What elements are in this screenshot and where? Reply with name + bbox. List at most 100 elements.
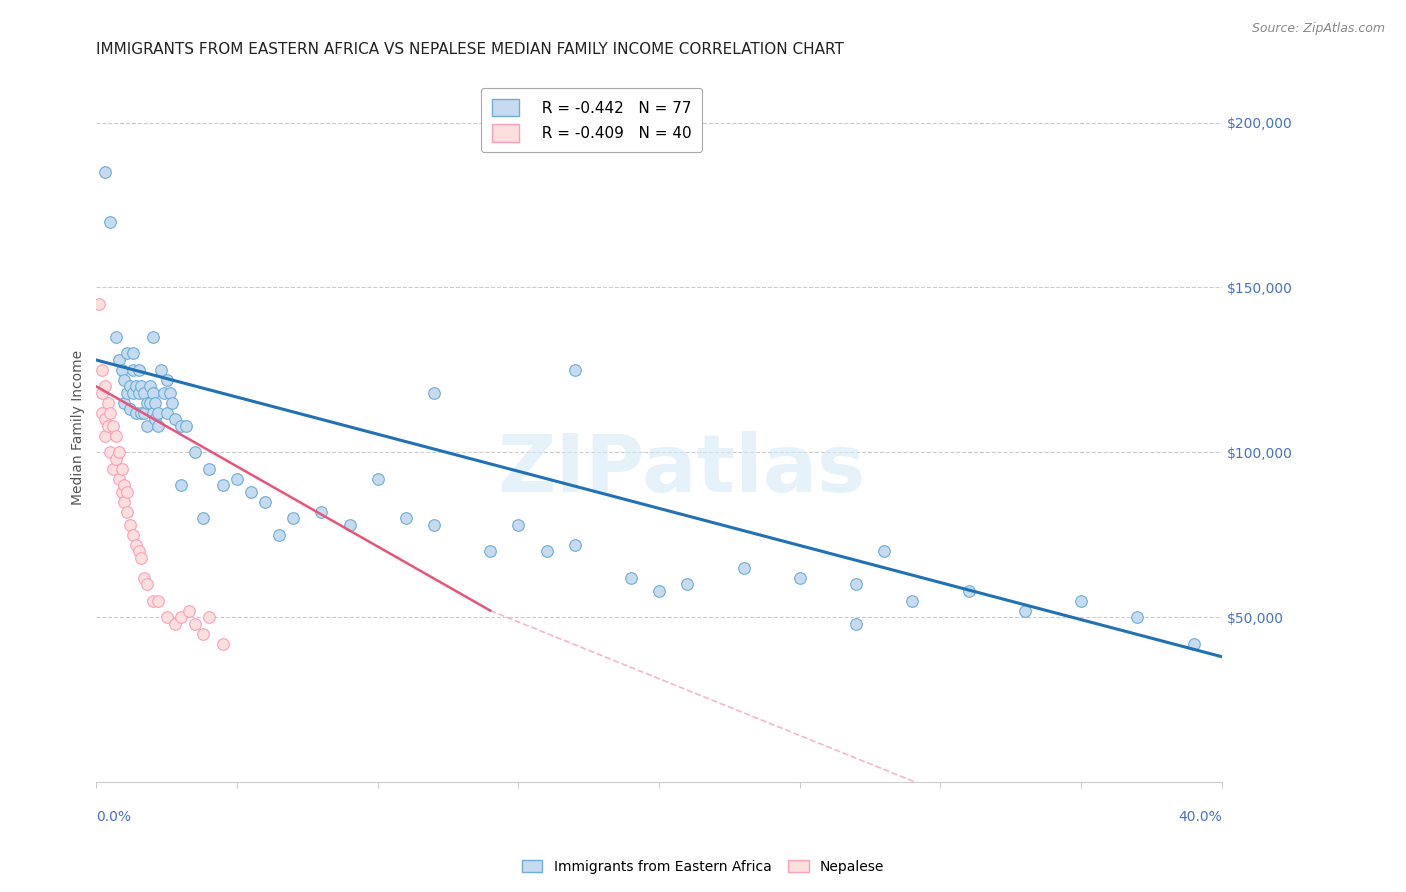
Point [148, 593, 170, 607]
Text: ZIPatlas: ZIPatlas [498, 431, 866, 509]
Point [97, 419, 120, 434]
Point [94, 379, 117, 393]
Point [114, 495, 136, 509]
Point [122, 527, 145, 541]
Point [108, 353, 131, 368]
Point [131, 406, 153, 420]
Point [184, 616, 207, 631]
Point [193, 626, 215, 640]
Legend: Immigrants from Eastern Africa, Nepalese: Immigrants from Eastern Africa, Nepalese [515, 853, 891, 880]
Point [100, 406, 122, 420]
Text: IMMIGRANTS FROM EASTERN AFRICA VS NEPALESE MEDIAN FAMILY INCOME CORRELATION CHAR: IMMIGRANTS FROM EASTERN AFRICA VS NEPALE… [97, 42, 844, 57]
Text: 0.0%: 0.0% [97, 810, 131, 824]
Point [142, 406, 165, 420]
Point [108, 445, 131, 459]
Point [105, 330, 128, 344]
Point [254, 495, 277, 509]
Point [103, 462, 125, 476]
Point [139, 379, 162, 393]
Point [536, 544, 558, 558]
Point [122, 346, 145, 360]
Point [283, 511, 305, 525]
Point [105, 429, 128, 443]
Point [845, 577, 868, 591]
Point [105, 451, 128, 466]
Point [134, 386, 156, 401]
Point [901, 593, 924, 607]
Point [198, 462, 221, 476]
Point [134, 571, 156, 585]
Y-axis label: Median Family Income: Median Family Income [72, 350, 86, 505]
Point [142, 593, 165, 607]
Point [733, 560, 755, 574]
Point [212, 478, 235, 492]
Point [128, 386, 150, 401]
Point [156, 610, 179, 624]
Point [100, 445, 122, 459]
Point [176, 419, 198, 434]
Point [564, 363, 586, 377]
Point [111, 363, 134, 377]
Point [648, 583, 671, 598]
Point [789, 571, 811, 585]
Point [122, 386, 145, 401]
Point [91, 386, 114, 401]
Point [564, 538, 586, 552]
Point [89, 297, 111, 311]
Point [620, 571, 643, 585]
Point [117, 346, 139, 360]
Point [156, 406, 179, 420]
Point [145, 412, 167, 426]
Point [125, 379, 148, 393]
Point [165, 616, 187, 631]
Point [117, 386, 139, 401]
Point [139, 396, 162, 410]
Point [120, 402, 142, 417]
Point [145, 396, 167, 410]
Point [120, 517, 142, 532]
Point [339, 517, 361, 532]
Point [114, 373, 136, 387]
Point [423, 386, 446, 401]
Point [367, 472, 389, 486]
Point [159, 386, 181, 401]
Point [97, 396, 120, 410]
Point [136, 419, 159, 434]
Point [128, 363, 150, 377]
Point [142, 386, 165, 401]
Point [226, 472, 249, 486]
Point [676, 577, 699, 591]
Point [142, 330, 165, 344]
Point [103, 419, 125, 434]
Point [131, 550, 153, 565]
Point [114, 478, 136, 492]
Point [170, 419, 193, 434]
Point [1070, 593, 1092, 607]
Point [170, 478, 193, 492]
Point [193, 511, 215, 525]
Point [156, 373, 179, 387]
Point [845, 616, 868, 631]
Point [240, 484, 263, 499]
Point [311, 505, 333, 519]
Point [179, 604, 201, 618]
Point [91, 363, 114, 377]
Point [957, 583, 980, 598]
Point [184, 445, 207, 459]
Point [125, 406, 148, 420]
Text: 40.0%: 40.0% [1178, 810, 1222, 824]
Point [269, 527, 291, 541]
Point [128, 544, 150, 558]
Point [873, 544, 896, 558]
Point [117, 484, 139, 499]
Point [165, 412, 187, 426]
Point [117, 505, 139, 519]
Point [153, 386, 176, 401]
Legend:   R = -0.442   N = 77,   R = -0.409   N = 40: R = -0.442 N = 77, R = -0.409 N = 40 [481, 88, 702, 153]
Point [131, 379, 153, 393]
Point [212, 636, 235, 650]
Point [170, 610, 193, 624]
Point [94, 429, 117, 443]
Point [114, 396, 136, 410]
Point [108, 472, 131, 486]
